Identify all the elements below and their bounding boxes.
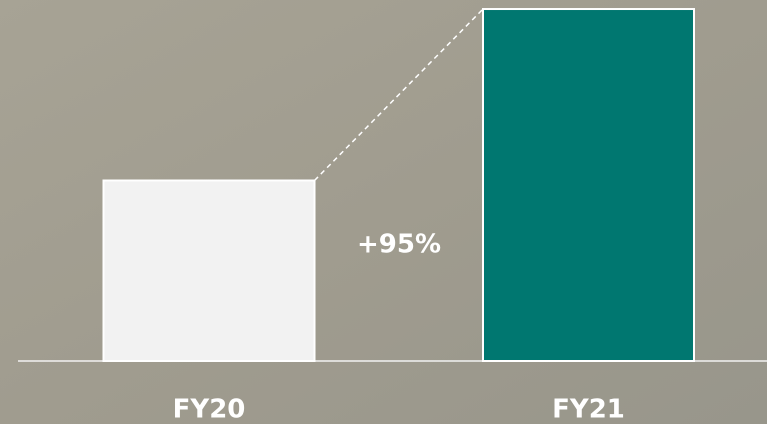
connector bbox=[313, 8, 484, 182]
x-tick-label: FY21 bbox=[552, 395, 625, 424]
growth-annotation: +95% bbox=[357, 230, 441, 260]
x-tick-label: FY20 bbox=[173, 395, 246, 424]
bar bbox=[102, 179, 316, 362]
bar bbox=[482, 8, 695, 363]
